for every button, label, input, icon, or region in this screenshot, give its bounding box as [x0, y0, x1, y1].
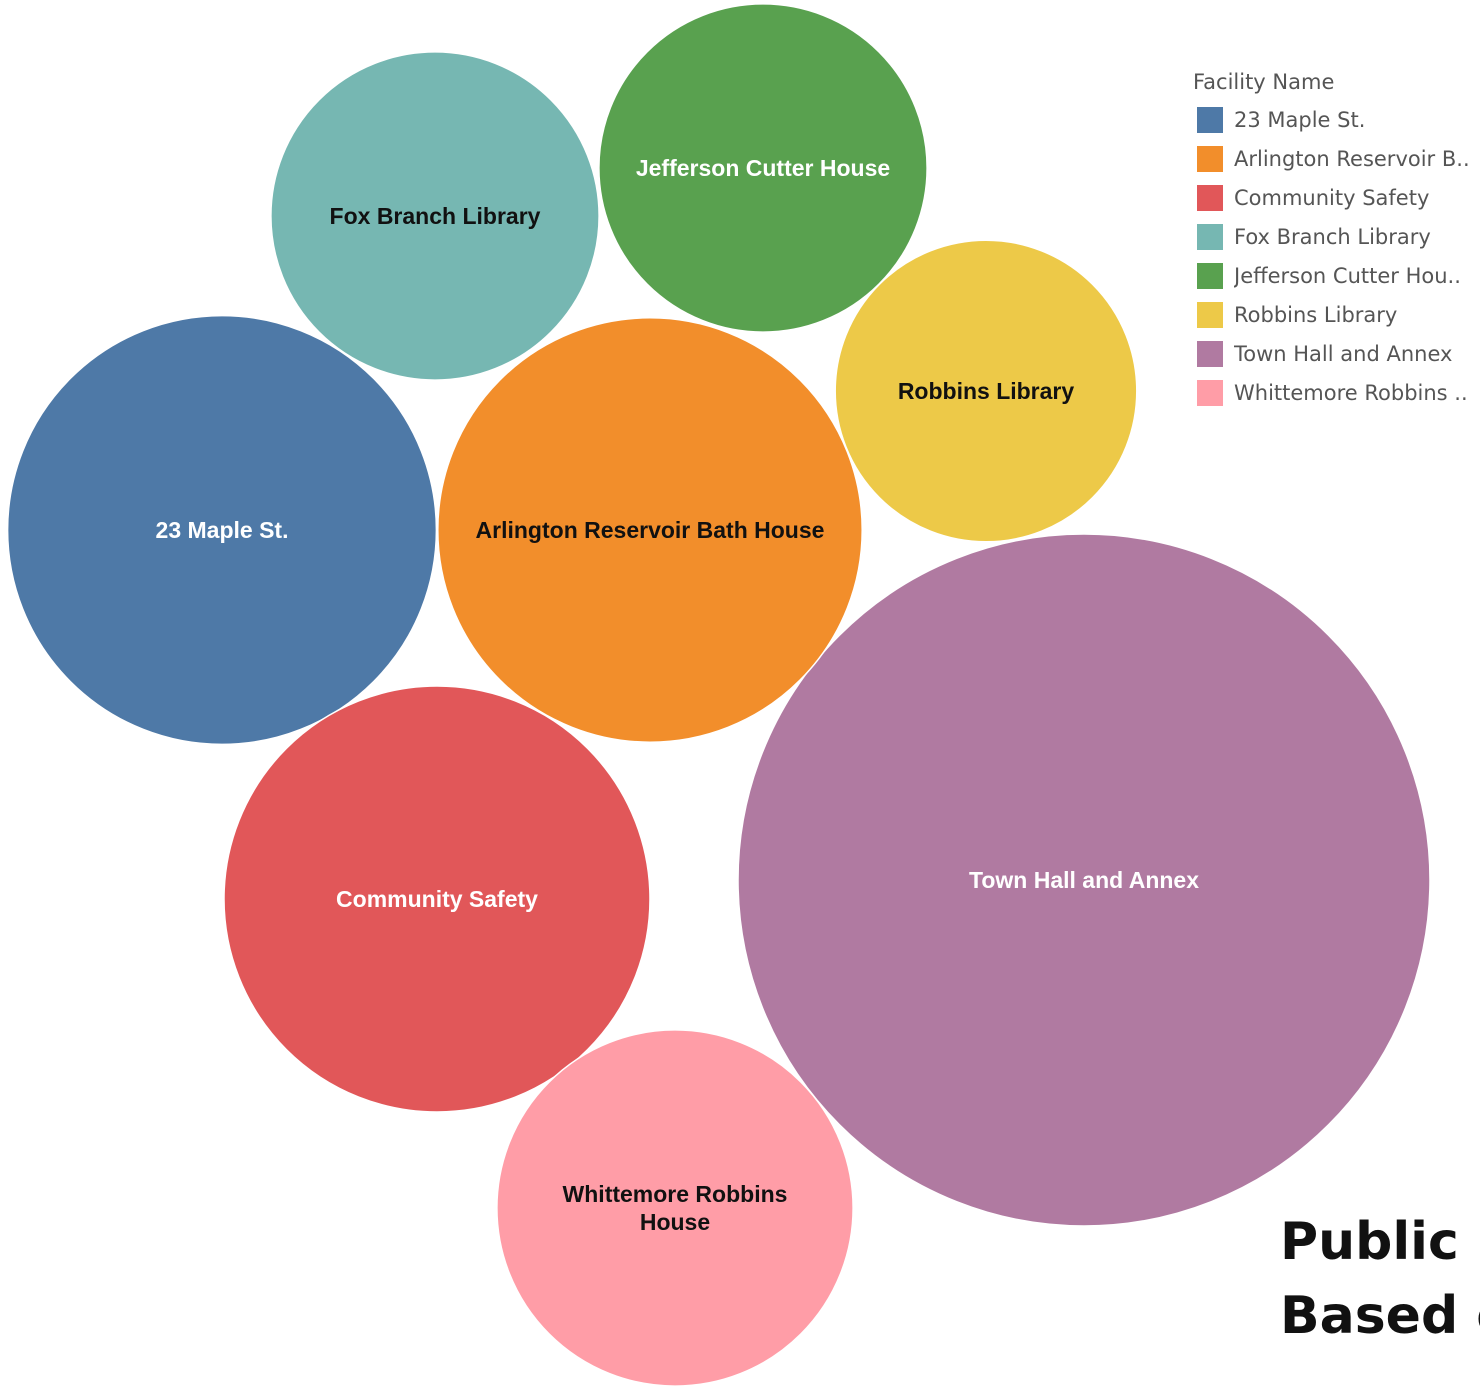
legend-swatch: [1197, 340, 1223, 367]
caption: Public B Based o: [1280, 1205, 1480, 1353]
bubble-label: Arlington Reservoir Bath House: [476, 517, 825, 543]
bubble-label: Robbins Library: [898, 378, 1075, 404]
bubble-label: Community Safety: [336, 886, 538, 912]
bubble[interactable]: 23 Maple St.: [6, 314, 438, 746]
bubble-circle[interactable]: [223, 685, 651, 1113]
bubble-circle[interactable]: [834, 239, 1138, 543]
bubble-circle[interactable]: [6, 314, 438, 746]
bubble-circle[interactable]: [737, 533, 1431, 1227]
bubble[interactable]: Robbins Library: [834, 239, 1138, 543]
legend-swatch: [1197, 301, 1223, 328]
legend-label: 23 Maple St.: [1234, 107, 1366, 132]
legend-entry[interactable]: Jefferson Cutter Hou..: [1193, 256, 1480, 295]
legend-label: Community Safety: [1234, 185, 1430, 210]
bubble[interactable]: Fox Branch Library: [270, 51, 600, 381]
legend: Facility Name 23 Maple St. Arlington Rese…: [1193, 70, 1480, 412]
bubble-label: Fox Branch Library: [330, 203, 541, 229]
bubble[interactable]: Arlington Reservoir Bath House: [437, 317, 863, 743]
legend-entry[interactable]: Whittemore Robbins ..: [1193, 373, 1480, 412]
legend-swatch: [1197, 223, 1223, 250]
legend-rows: 23 Maple St. Arlington Reservoir B.. Commu…: [1193, 100, 1480, 412]
legend-swatch: [1197, 145, 1223, 172]
legend-swatch: [1197, 262, 1223, 289]
bubble[interactable]: Jefferson Cutter House: [598, 3, 928, 333]
legend-swatch: [1197, 379, 1223, 406]
bubble-label: Town Hall and Annex: [969, 867, 1199, 893]
caption-line-2: Based o: [1280, 1286, 1480, 1346]
legend-label: Jefferson Cutter Hou..: [1234, 263, 1461, 288]
legend-label: Robbins Library: [1234, 302, 1398, 327]
legend-label: Fox Branch Library: [1234, 224, 1431, 249]
bubble-circle[interactable]: [270, 51, 600, 381]
bubble[interactable]: Town Hall and Annex: [737, 533, 1431, 1227]
legend-entry[interactable]: Fox Branch Library: [1193, 217, 1480, 256]
bubble[interactable]: Community Safety: [223, 685, 651, 1113]
bubble-label: House: [640, 1209, 710, 1235]
legend-swatch: [1197, 106, 1223, 133]
bubble-circle[interactable]: [496, 1029, 854, 1387]
bubble-circle[interactable]: [598, 3, 928, 333]
caption-line-1: Public B: [1280, 1212, 1480, 1272]
bubble-label: 23 Maple St.: [156, 517, 289, 543]
legend-swatch: [1197, 184, 1223, 211]
legend-entry[interactable]: Arlington Reservoir B..: [1193, 139, 1480, 178]
legend-entry[interactable]: Robbins Library: [1193, 295, 1480, 334]
legend-title: Facility Name: [1193, 70, 1335, 94]
legend-entry[interactable]: Community Safety: [1193, 178, 1480, 217]
bubble-circle[interactable]: [437, 317, 863, 743]
legend-label: Town Hall and Annex: [1234, 341, 1453, 366]
legend-label: Whittemore Robbins ..: [1234, 380, 1468, 405]
legend-label: Arlington Reservoir B..: [1234, 146, 1470, 171]
bubble-label: Whittemore Robbins: [563, 1181, 788, 1207]
legend-entry[interactable]: Town Hall and Annex: [1193, 334, 1480, 373]
legend-entry[interactable]: 23 Maple St.: [1193, 100, 1480, 139]
bubble-label: Jefferson Cutter House: [636, 155, 890, 181]
